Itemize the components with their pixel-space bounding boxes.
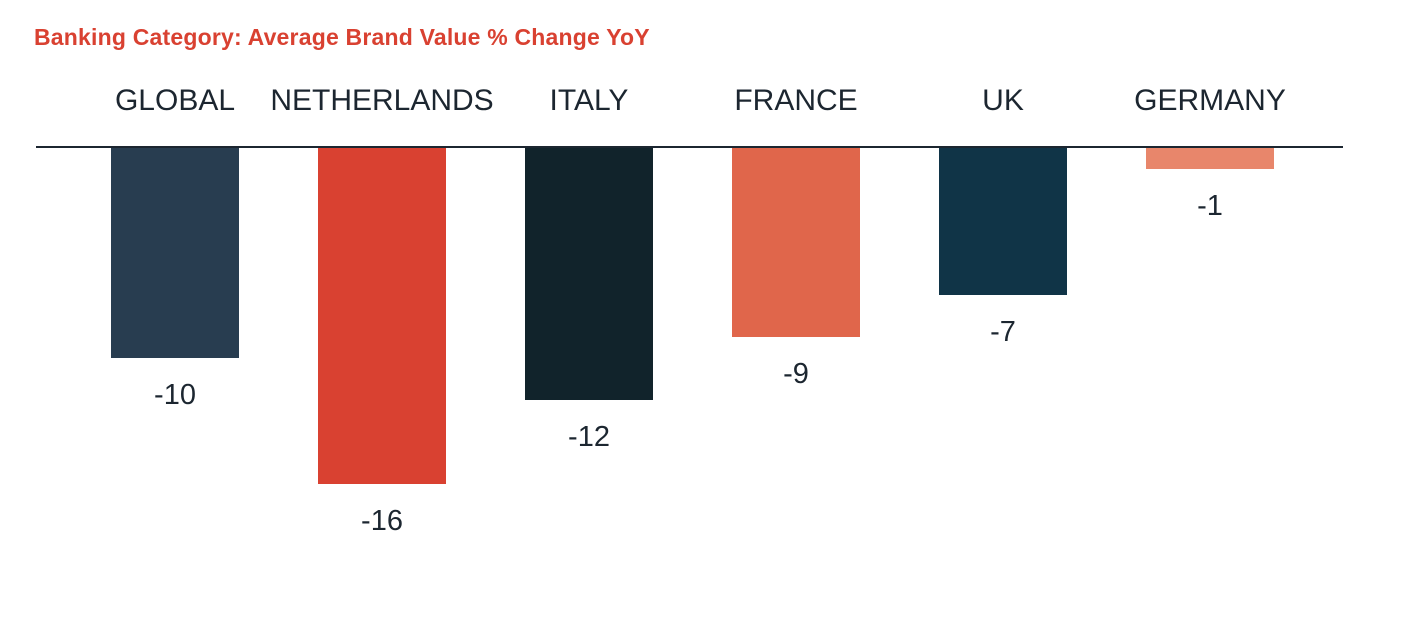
bar-netherlands — [318, 148, 446, 484]
category-label-uk: UK — [982, 84, 1024, 117]
value-label-netherlands: -16 — [361, 505, 403, 537]
value-label-france: -9 — [783, 358, 809, 390]
bar-france — [732, 148, 860, 337]
value-label-italy: -12 — [568, 421, 610, 453]
category-label-italy: ITALY — [550, 84, 629, 117]
value-label-global: -10 — [154, 379, 196, 411]
category-label-germany: GERMANY — [1134, 84, 1286, 117]
category-label-netherlands: NETHERLANDS — [270, 84, 493, 117]
chart-title: Banking Category: Average Brand Value % … — [34, 24, 650, 50]
value-labels: -10 -16 -12 -9 -7 -1 — [154, 190, 1223, 537]
value-label-germany: -1 — [1197, 190, 1223, 222]
bar-global — [111, 148, 239, 358]
bar-uk — [939, 148, 1067, 295]
category-labels: GLOBAL NETHERLANDS ITALY FRANCE UK GERMANY — [115, 84, 1286, 117]
category-label-global: GLOBAL — [115, 84, 235, 117]
bars-group — [111, 148, 1274, 484]
bar-germany — [1146, 148, 1274, 169]
category-label-france: FRANCE — [734, 84, 857, 117]
bar-italy — [525, 148, 653, 400]
value-label-uk: -7 — [990, 316, 1016, 348]
